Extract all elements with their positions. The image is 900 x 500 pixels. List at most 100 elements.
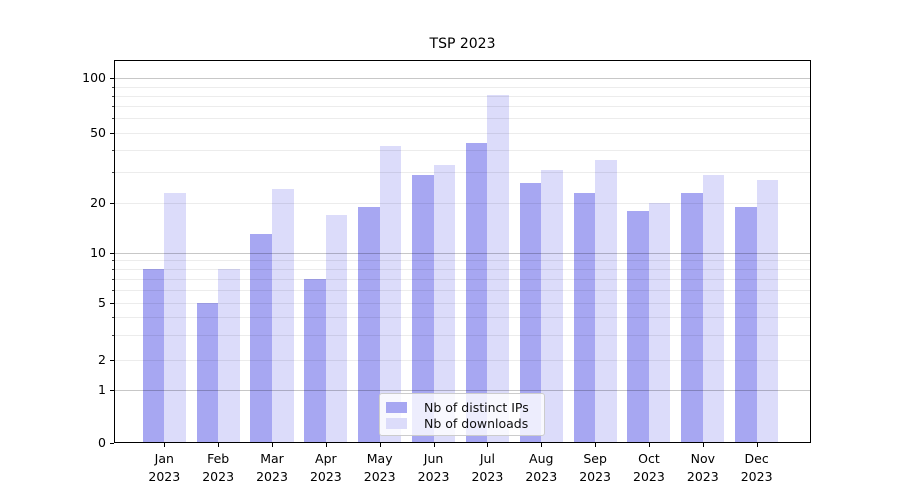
y-minor-tick-90 bbox=[111, 86, 114, 88]
x-tick-jun bbox=[433, 443, 435, 448]
bar-distinct-ips-nov bbox=[681, 192, 703, 444]
x-tick-jul bbox=[487, 443, 489, 448]
x-tick-mar bbox=[272, 443, 273, 448]
bar-downloads-dec bbox=[756, 180, 779, 444]
y-minor-tick-40 bbox=[111, 149, 114, 151]
y-tick-100 bbox=[110, 78, 114, 80]
y-tick-label-20: 20 bbox=[90, 195, 106, 211]
x-tick-may bbox=[379, 443, 381, 448]
y-minor-tick-8 bbox=[111, 268, 114, 270]
y-tick-label-50: 50 bbox=[90, 124, 106, 140]
bar-distinct-ips-apr bbox=[304, 278, 326, 444]
chart-title: TSP 2023 bbox=[429, 36, 496, 52]
x-tick-oct bbox=[648, 443, 650, 448]
y-minor-tick-9 bbox=[111, 260, 114, 262]
bar-distinct-ips-jul bbox=[465, 142, 488, 444]
x-tick-label-dec: Dec 2023 bbox=[740, 451, 773, 484]
bar-distinct-ips-aug bbox=[519, 183, 542, 444]
y-minor-tick-60 bbox=[111, 118, 114, 120]
bar-downloads-nov bbox=[702, 174, 725, 444]
gridline-y-major-1 bbox=[114, 390, 811, 391]
bar-downloads-mar bbox=[272, 189, 294, 444]
gridline-y-90 bbox=[114, 86, 811, 88]
gridline-y-major-100 bbox=[114, 78, 811, 80]
legend-item-distinct-ips: Nb of distinct IPs bbox=[386, 399, 538, 415]
legend-swatch-distinct-ips bbox=[386, 401, 407, 413]
bar-downloads-may bbox=[379, 146, 402, 444]
y-tick-2 bbox=[110, 360, 114, 361]
y-minor-tick-80 bbox=[111, 95, 114, 97]
y-minor-tick-6 bbox=[111, 289, 114, 291]
bar-downloads-jul bbox=[487, 94, 509, 444]
gridline-y-2 bbox=[114, 360, 811, 361]
bar-distinct-ips-sep bbox=[573, 192, 596, 444]
gridline-y-major-10 bbox=[114, 252, 811, 254]
x-tick-aug bbox=[541, 443, 543, 448]
bar-downloads-jun bbox=[433, 164, 456, 444]
legend-label-downloads: Nb of downloads bbox=[424, 415, 529, 431]
x-tick-label-jul: Jul 2023 bbox=[471, 451, 504, 484]
legend-label-distinct-ips: Nb of distinct IPs bbox=[424, 399, 529, 415]
legend-swatch-downloads bbox=[386, 417, 407, 429]
gridline-y-6 bbox=[114, 289, 811, 291]
x-tick-label-jun: Jun 2023 bbox=[417, 451, 450, 484]
x-tick-label-apr: Apr 2023 bbox=[309, 451, 342, 484]
x-tick-nov bbox=[702, 443, 704, 448]
bar-distinct-ips-feb bbox=[196, 303, 219, 444]
x-tick-label-aug: Aug 2023 bbox=[525, 451, 558, 484]
bar-distinct-ips-jan bbox=[142, 268, 165, 444]
gridline-y-7 bbox=[114, 278, 811, 280]
gridline-y-80 bbox=[114, 95, 811, 97]
y-tick-label-10: 10 bbox=[90, 244, 106, 260]
x-tick-apr bbox=[325, 443, 327, 448]
gridline-y-9 bbox=[114, 260, 811, 262]
y-minor-tick-3 bbox=[111, 334, 114, 336]
y-minor-tick-70 bbox=[111, 106, 114, 108]
bar-downloads-feb bbox=[218, 268, 240, 444]
x-tick-jan bbox=[164, 443, 166, 448]
y-tick-1 bbox=[110, 390, 114, 391]
y-tick-50 bbox=[110, 132, 114, 134]
bar-distinct-ips-jun bbox=[412, 174, 434, 444]
y-tick-label-100: 100 bbox=[82, 70, 106, 86]
gridline-y-5 bbox=[114, 303, 811, 305]
legend-item-downloads: Nb of downloads bbox=[386, 415, 538, 431]
legend: Nb of distinct IPs Nb of downloads bbox=[379, 393, 545, 436]
x-tick-label-nov: Nov 2023 bbox=[686, 451, 719, 484]
gridline-y-70 bbox=[114, 106, 811, 108]
y-tick-0 bbox=[110, 443, 114, 445]
x-tick-label-jan: Jan 2023 bbox=[148, 451, 181, 484]
y-tick-20 bbox=[110, 203, 114, 205]
y-tick-label-2: 2 bbox=[98, 352, 106, 367]
y-tick-5 bbox=[110, 303, 114, 305]
bar-downloads-sep bbox=[595, 160, 617, 444]
gridline-y-50 bbox=[114, 132, 811, 134]
x-tick-label-mar: Mar 2023 bbox=[256, 451, 288, 484]
x-tick-label-oct: Oct 2023 bbox=[633, 451, 665, 484]
y-minor-tick-7 bbox=[111, 278, 114, 280]
y-tick-10 bbox=[110, 252, 114, 254]
x-tick-label-sep: Sep 2023 bbox=[579, 451, 611, 484]
gridline-y-60 bbox=[114, 118, 811, 120]
x-tick-label-feb: Feb 2023 bbox=[202, 451, 235, 484]
gridline-y-8 bbox=[114, 268, 811, 270]
bar-distinct-ips-oct bbox=[627, 210, 649, 444]
gridline-y-40 bbox=[114, 149, 811, 151]
bar-downloads-apr bbox=[325, 214, 348, 444]
x-tick-feb bbox=[218, 443, 220, 448]
bar-distinct-ips-dec bbox=[735, 206, 757, 444]
bar-distinct-ips-may bbox=[358, 206, 380, 444]
y-minor-tick-30 bbox=[111, 172, 114, 174]
gridline-y-3 bbox=[114, 334, 811, 336]
bar-distinct-ips-mar bbox=[250, 234, 272, 444]
x-tick-label-may: May 2023 bbox=[363, 451, 396, 484]
gridline-y-4 bbox=[114, 317, 811, 319]
y-tick-label-0: 0 bbox=[98, 435, 106, 451]
bar-downloads-jan bbox=[164, 192, 186, 444]
y-minor-tick-4 bbox=[111, 317, 114, 319]
x-tick-dec bbox=[756, 443, 758, 448]
y-tick-label-1: 1 bbox=[98, 382, 106, 397]
gridline-y-20 bbox=[114, 203, 811, 205]
x-tick-sep bbox=[595, 443, 597, 448]
